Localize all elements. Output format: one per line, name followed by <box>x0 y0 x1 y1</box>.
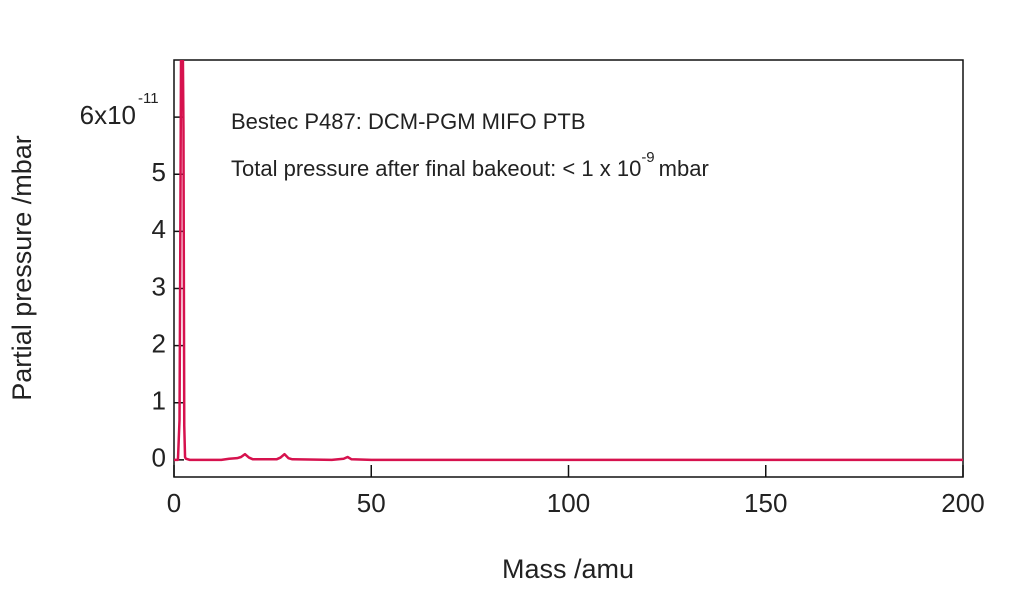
annotation-superscript: -9 <box>641 149 654 166</box>
x-tick-label: 150 <box>744 488 787 518</box>
y-tick-label: 0 <box>152 443 166 473</box>
y-tick-exponent: -11 <box>138 90 159 107</box>
x-tick-label: 50 <box>357 488 386 518</box>
annotation-text: Total pressure after final bakeout: < 1 … <box>231 156 641 181</box>
x-tick-label: 200 <box>941 488 984 518</box>
y-tick-label: 3 <box>152 271 166 301</box>
data-line <box>174 60 963 462</box>
y-tick-label: 1 <box>152 386 166 416</box>
plot-area <box>174 60 963 462</box>
annotation-suffix: mbar <box>659 156 709 181</box>
x-axis-title: Mass /amu <box>502 554 634 584</box>
y-axis-title: Partial pressure /mbar <box>7 135 37 401</box>
x-tick-label: 0 <box>167 488 181 518</box>
y-tick-label: 4 <box>152 214 166 244</box>
y-tick-label: 5 <box>152 157 166 187</box>
y-tick-label: 2 <box>152 328 166 358</box>
annotation: Bestec P487: DCM-PGM MIFO PTB <box>231 109 586 134</box>
annotation: Total pressure after final bakeout: < 1 … <box>231 149 709 181</box>
x-tick-label: 100 <box>547 488 590 518</box>
y-tick-label: 6x10 <box>80 100 136 130</box>
